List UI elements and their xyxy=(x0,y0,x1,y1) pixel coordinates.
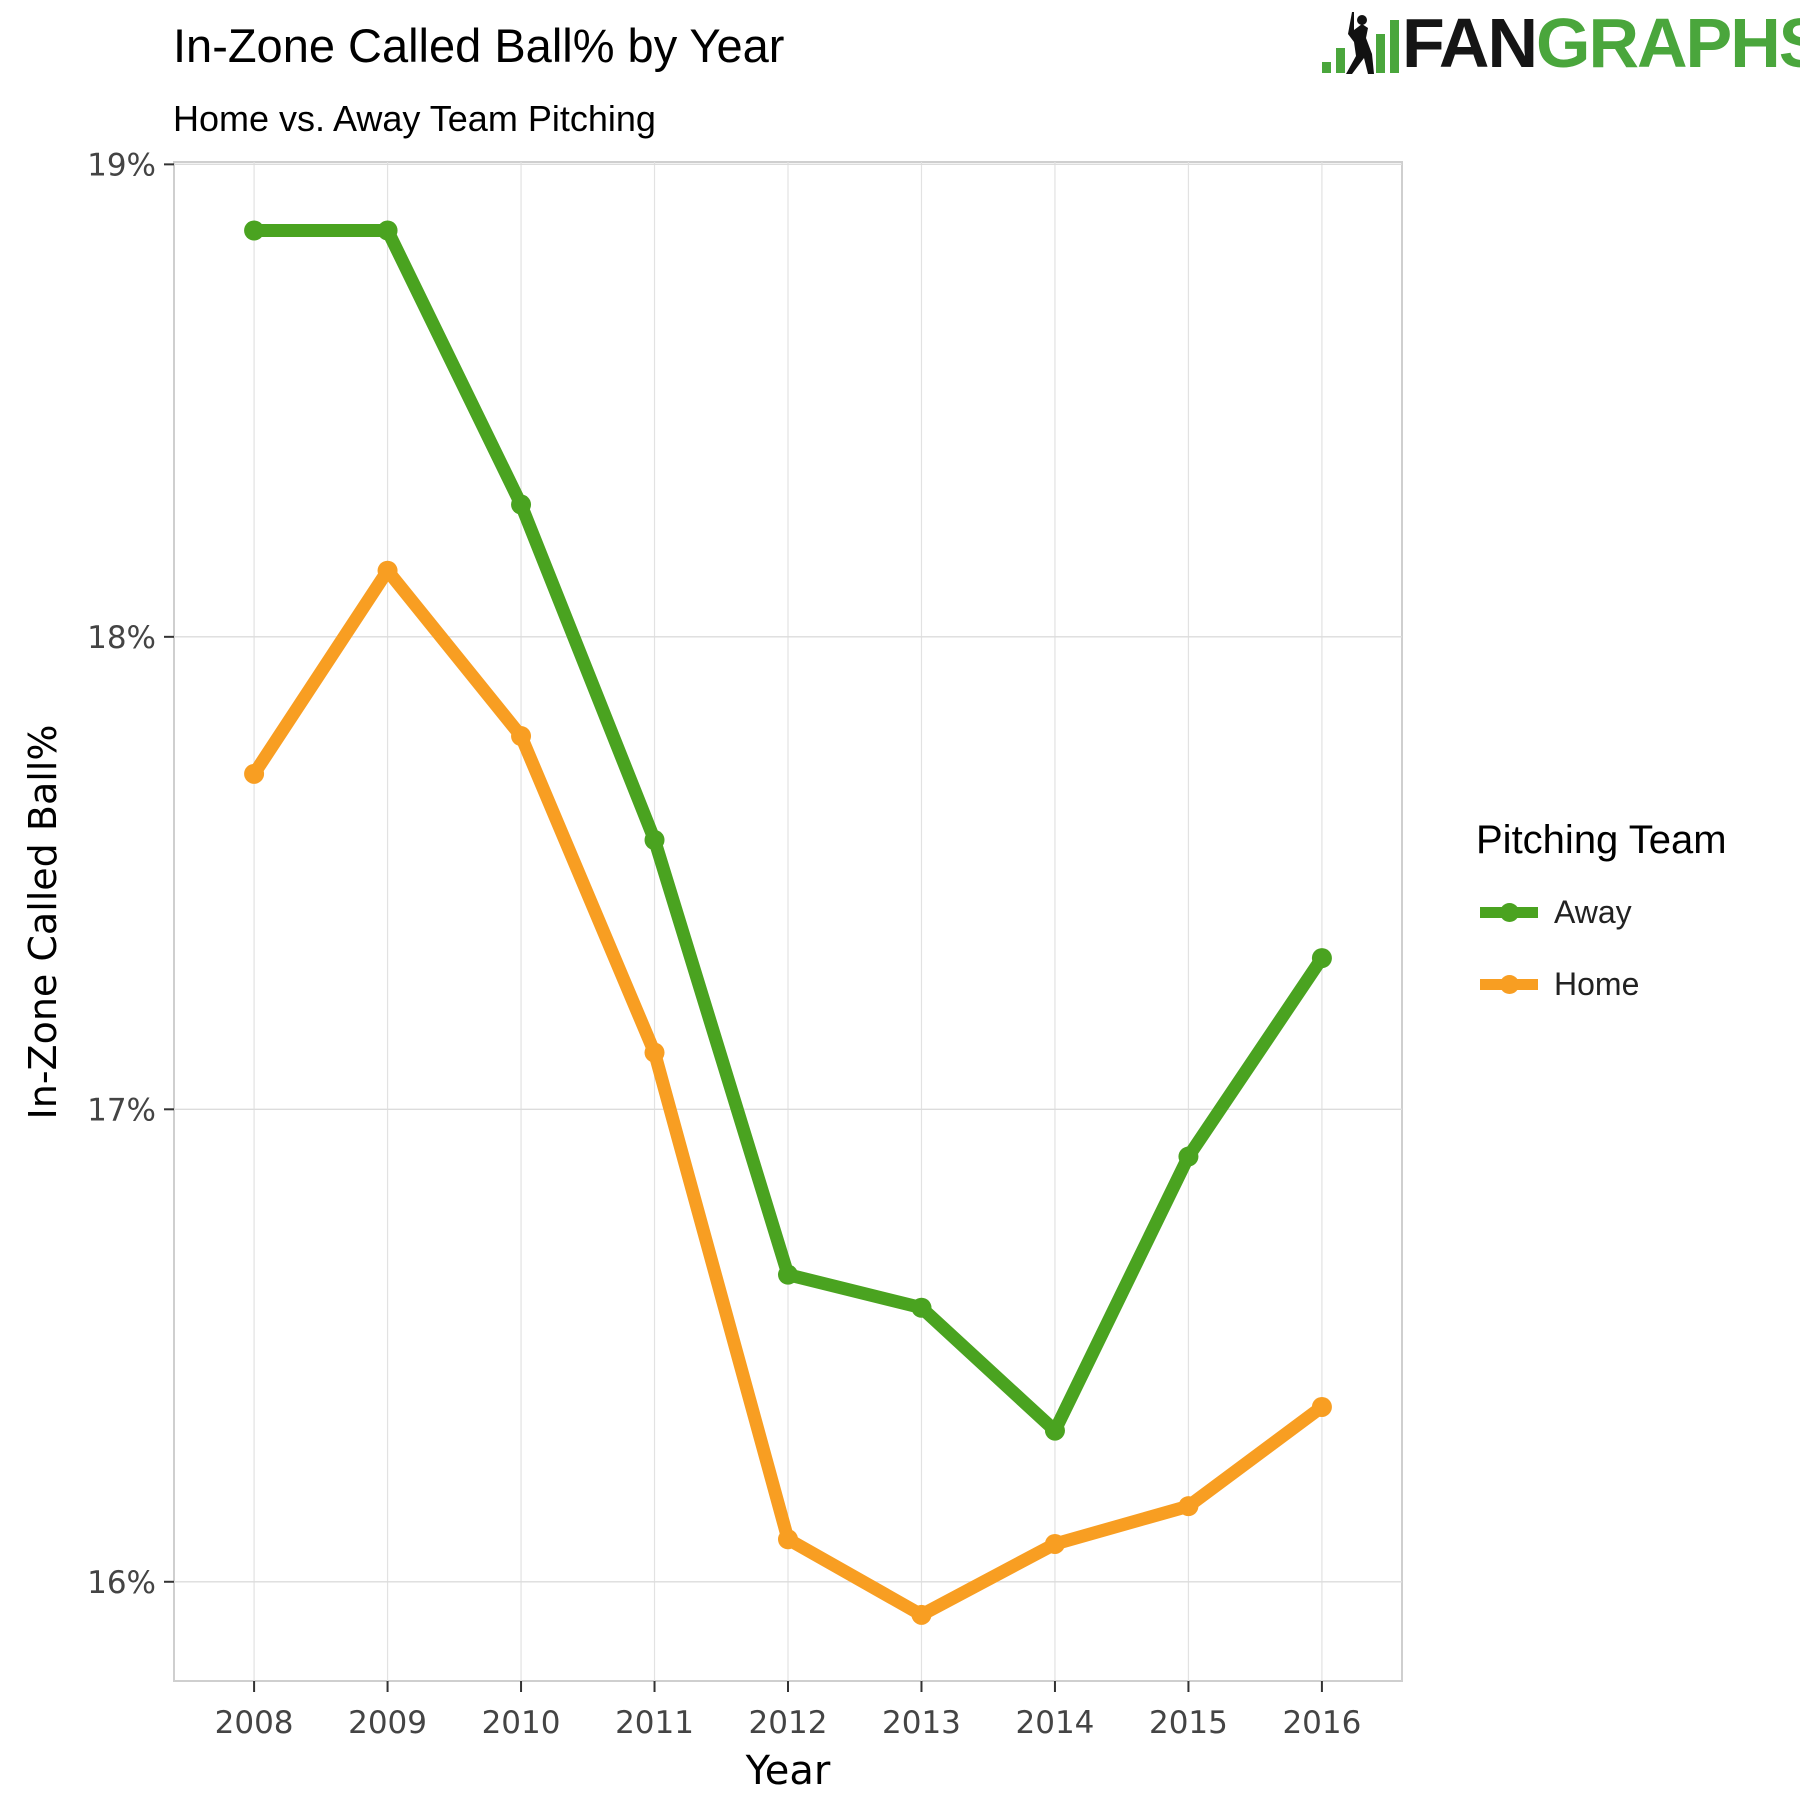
y-tick-label: 19% xyxy=(87,147,156,183)
x-tick-label: 2010 xyxy=(482,1705,561,1741)
x-tick-label: 2008 xyxy=(215,1705,294,1741)
chart-title: In-Zone Called Ball% by Year xyxy=(173,19,785,72)
x-tick-label: 2012 xyxy=(749,1705,828,1741)
legend-label-home: Home xyxy=(1554,965,1640,1002)
chart-subtitle: Home vs. Away Team Pitching xyxy=(173,98,656,139)
x-tick-label: 2011 xyxy=(615,1705,694,1741)
fangraphs-logo: FANGRAPHS xyxy=(1318,8,1800,78)
data-point-away xyxy=(511,494,532,515)
legend-item-away: Away xyxy=(1478,892,1632,932)
batter-bars-icon xyxy=(1322,12,1399,74)
x-tick-label: 2015 xyxy=(1149,1705,1228,1741)
y-tick-label: 17% xyxy=(87,1092,156,1128)
data-point-home xyxy=(1178,1496,1199,1517)
legend-key-away xyxy=(1478,892,1540,932)
legend-item-home: Home xyxy=(1478,964,1639,1004)
data-point-away xyxy=(1044,1420,1065,1441)
y-axis-label: In-Zone Called Ball% xyxy=(21,725,65,1120)
axes: 2008 2009 2010 2011 2012 2013 2014 2015 2016 16% 1… xyxy=(87,147,1361,1741)
data-point-home xyxy=(778,1529,798,1550)
data-point-home xyxy=(244,763,265,784)
data-point-home xyxy=(1044,1533,1065,1554)
data-point-away xyxy=(1178,1146,1199,1167)
data-point-home xyxy=(511,726,532,747)
data-point-away xyxy=(244,220,265,241)
data-point-away xyxy=(644,829,665,850)
legend-key-home xyxy=(1478,964,1540,1004)
y-tick-label: 16% xyxy=(87,1565,156,1601)
legend-title: Pitching Team xyxy=(1476,818,1727,862)
x-tick-label: 2016 xyxy=(1282,1705,1361,1741)
y-tick-label: 18% xyxy=(87,620,156,656)
x-tick-label: 2013 xyxy=(882,1705,961,1741)
x-tick-label: 2009 xyxy=(348,1705,427,1741)
data-point-home xyxy=(644,1042,665,1063)
data-point-away xyxy=(778,1264,798,1285)
legend-label-away: Away xyxy=(1554,893,1632,930)
data-point-home xyxy=(911,1604,932,1625)
data-point-away xyxy=(911,1297,932,1318)
grid-lines xyxy=(174,162,1402,1681)
x-axis-label: Year xyxy=(745,1748,831,1794)
logo-text-graphs: GRAPHS xyxy=(1536,4,1800,82)
series-lines xyxy=(244,220,1332,1625)
data-point-home xyxy=(1311,1396,1332,1417)
data-point-away xyxy=(1311,948,1332,969)
x-tick-label: 2014 xyxy=(1016,1705,1095,1741)
data-point-away xyxy=(377,220,398,241)
logo-text-fan: FAN xyxy=(1402,4,1538,82)
data-point-home xyxy=(377,560,398,581)
